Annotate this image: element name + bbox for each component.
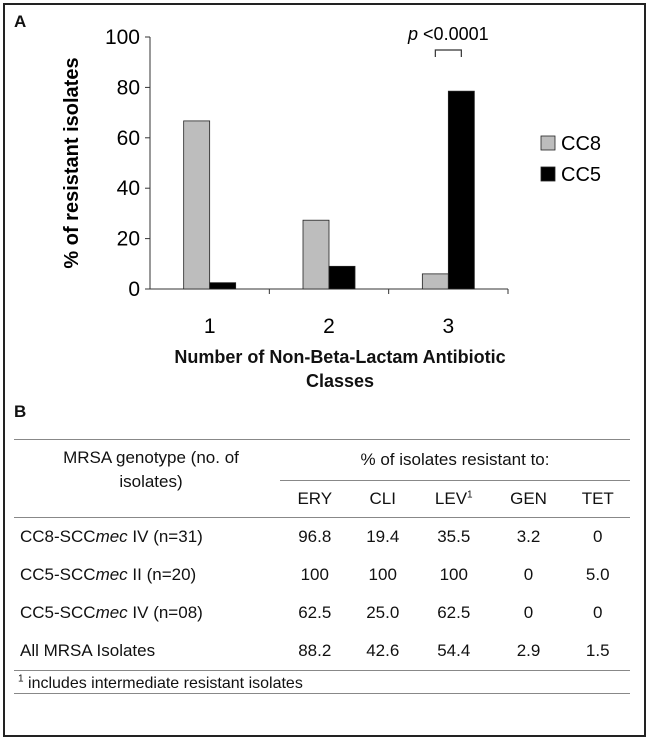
footnote: 1 includes intermediate resistant isolat…	[14, 671, 630, 694]
legend-label-cc8: CC8	[561, 133, 601, 155]
genotype-text: CC5-SCC	[20, 565, 96, 584]
genotype-cell: CC5-SCCmec IV (n=08)	[14, 594, 280, 632]
genotype-text: CC5-SCC	[20, 603, 96, 622]
table-body: CC8-SCCmec IV (n=31) 96.8 19.4 35.5 3.2 0 CC5-…	[14, 517, 630, 671]
genotype-cell: CC8-SCCmec IV (n=31)	[14, 518, 280, 557]
x-tick-label-1: 1	[204, 315, 216, 338]
value-cell-tet: 5.0	[585, 565, 610, 584]
p-value-label: p <0.0001	[407, 24, 489, 44]
value-cell-lev: 100	[439, 565, 468, 584]
panel-label-a: A	[14, 12, 27, 31]
value-cell-gen: 0	[523, 565, 534, 584]
column-header-label: TET	[581, 489, 614, 508]
resistance-table: MRSA genotype (no. of isolates) % of iso…	[14, 439, 630, 694]
y-tick-label: 60	[117, 127, 140, 150]
value-cell-cli: 100	[368, 565, 397, 584]
value-cell-ery: 62.5	[298, 603, 332, 622]
legend-swatch-cc8	[540, 135, 556, 151]
value-cell-ery: 88.2	[298, 641, 332, 660]
column-header-label: CLI	[369, 489, 396, 508]
genotype-cell: All MRSA Isolates	[14, 632, 280, 671]
y-tick-label: 100	[105, 26, 140, 49]
chart-labels: 0 20 40 60 80 100 % of resistant isolates 1 2 3	[61, 26, 454, 338]
genotype-text: CC8-SCC	[20, 527, 96, 546]
value-cell-lev: 62.5	[437, 603, 471, 622]
value-cell-gen: 3.2	[516, 527, 541, 546]
footnote-mark: 1	[18, 673, 24, 685]
value-cell-ery: 96.8	[298, 527, 332, 546]
value-cell-cli: 19.4	[366, 527, 400, 546]
y-tick-label: 80	[117, 76, 140, 99]
chart-annotation: p <0.0001	[407, 24, 489, 57]
column-header-label: LEV	[434, 489, 468, 508]
genotype-cell: CC5-SCCmec II (n=20)	[14, 556, 280, 594]
x-axis-title-line-1: Number of Non-Beta-Lactam Antibiotic	[174, 347, 506, 367]
x-tick-label-3: 3	[442, 315, 454, 338]
resistance-table-container: MRSA genotype (no. of isolates) % of iso…	[14, 439, 630, 694]
genotype-italic-text: mec	[95, 527, 128, 546]
value-cell-tet: 0	[593, 603, 603, 622]
column-header-label: GEN	[510, 489, 547, 508]
column-header-footnote-mark: 1	[467, 489, 473, 501]
chart-bars	[183, 90, 475, 290]
value-cell-cli: 25.0	[366, 603, 400, 622]
bar-cc5-2	[328, 265, 356, 290]
value-cell-tet: 1.5	[585, 641, 610, 660]
bar-chart: 0 20 40 60 80 100 % of resistant isolates 1 2 3 C…	[61, 24, 601, 338]
table-row: CC5-SCCmec IV (n=08) 62.5 25.0 62.5 0 0	[14, 594, 630, 632]
y-tick-label: 40	[117, 177, 140, 200]
table-row: CC8-SCCmec IV (n=31) 96.8 19.4 35.5 3.2 0	[14, 517, 630, 557]
column-header-row: ERY CLI LEV1 GEN TET	[14, 480, 630, 518]
value-cell-lev: 54.4	[437, 641, 471, 660]
genotype-header-line-2: isolates)	[119, 472, 183, 491]
y-axis-title: % of resistant isolates	[61, 57, 83, 268]
genotype-suffix-text: II (n=20)	[127, 565, 197, 584]
column-header-tet: TET	[565, 480, 630, 518]
value-cell-gen: 0	[523, 603, 534, 622]
genotype-suffix-text: IV (n=31)	[127, 527, 203, 546]
genotype-header-line-1: MRSA genotype (no. of	[63, 448, 239, 467]
bar-cc8-3	[421, 273, 449, 290]
y-tick-label: 20	[117, 228, 140, 251]
genotype-italic-text: mec	[95, 565, 128, 584]
legend-label-cc5: CC5	[561, 164, 601, 186]
footnote-text: includes intermediate resistant isolates	[23, 675, 303, 692]
column-header-lev: LEV1	[415, 480, 492, 518]
bar-cc8-1	[183, 120, 211, 290]
resistant-header: % of isolates resistant to:	[360, 450, 550, 469]
column-header-ery: ERY	[280, 480, 350, 518]
value-cell-ery: 100	[300, 565, 329, 584]
value-cell-tet: 0	[593, 527, 603, 546]
column-header-label: ERY	[297, 489, 333, 508]
value-cell-cli: 42.6	[366, 641, 400, 660]
column-header-cli: CLI	[349, 480, 416, 518]
x-axis-title-line-2: Classes	[305, 371, 375, 391]
figure-frame	[3, 3, 646, 737]
legend-swatch-cc5	[540, 166, 556, 182]
genotype-text: All MRSA Isolates	[20, 641, 156, 660]
bar-cc8-2	[302, 219, 330, 290]
value-cell-lev: 35.5	[437, 527, 471, 546]
y-tick-label: 0	[128, 278, 140, 301]
x-tick-label-2: 2	[323, 315, 335, 338]
genotype-italic-text: mec	[95, 603, 128, 622]
genotype-suffix-text: IV (n=08)	[127, 603, 203, 622]
column-header-gen: GEN	[491, 480, 566, 518]
genotype-header: MRSA genotype (no. of isolates)	[14, 440, 280, 518]
table-row: CC5-SCCmec II (n=20) 100 100 100 0 5.0	[14, 556, 630, 594]
x-axis-title: Number of Non-Beta-Lactam Antibiotic Cla…	[40, 345, 640, 393]
bar-cc5-1	[209, 282, 237, 290]
value-cell-gen: 2.9	[516, 641, 541, 660]
panel-label-b: B	[14, 402, 27, 421]
table-row: All MRSA Isolates 88.2 42.6 54.4 2.9 1.5	[14, 632, 630, 671]
bar-cc5-3	[447, 90, 475, 290]
significance-bracket	[434, 49, 462, 57]
